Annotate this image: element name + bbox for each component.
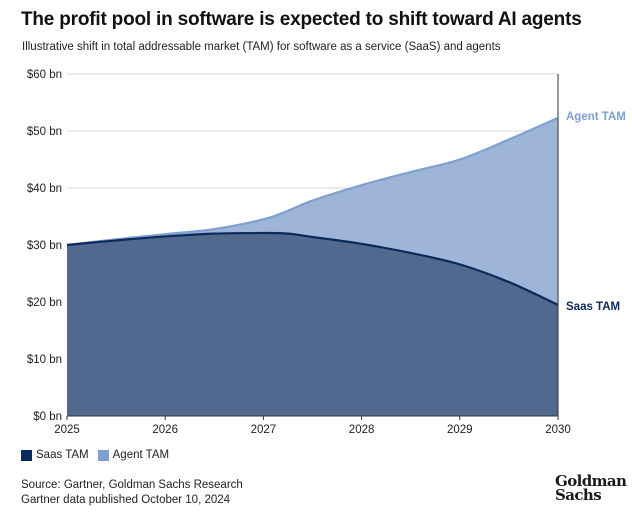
agent-tam-line bbox=[66, 116, 559, 247]
legend-label-saas: Saas TAM bbox=[36, 449, 89, 461]
x-tick-label: 2030 bbox=[545, 424, 571, 436]
y-tick-label: $60 bn bbox=[27, 69, 62, 81]
y-tick-label: $50 bn bbox=[27, 126, 62, 138]
x-tick-label: 2026 bbox=[152, 424, 178, 436]
saas-tam-end-label: Saas TAM bbox=[566, 301, 620, 313]
source-line-1: Source: Gartner, Goldman Sachs Research bbox=[21, 479, 243, 491]
y-tick-label: $10 bn bbox=[27, 354, 62, 366]
agent-tam-end-label: Agent TAM bbox=[566, 111, 626, 123]
legend-item-agent: Agent TAM bbox=[97, 449, 170, 461]
source-note: Source: Gartner, Goldman Sachs Research … bbox=[21, 478, 243, 507]
logo-line-2: Sachs bbox=[555, 486, 602, 504]
x-tick-label: 2027 bbox=[251, 424, 277, 436]
goldman-sachs-logo: Goldman Sachs bbox=[555, 472, 627, 504]
x-tick-label: 2029 bbox=[447, 424, 473, 436]
chart-title: The profit pool in software is expected … bbox=[21, 9, 582, 30]
chart-subtitle: Illustrative shift in total addressable … bbox=[22, 41, 501, 53]
legend-swatch-saas bbox=[21, 449, 32, 461]
chart-legend: Saas TAM Agent TAM bbox=[21, 449, 178, 461]
saas-tam-area bbox=[67, 233, 558, 416]
y-tick-label: $0 bn bbox=[33, 411, 62, 423]
source-line-2: Gartner data published October 10, 2024 bbox=[21, 493, 231, 506]
legend-item-saas: Saas TAM bbox=[21, 449, 89, 461]
y-tick-label: $30 bn bbox=[27, 240, 62, 252]
y-tick-label: $40 bn bbox=[27, 183, 62, 195]
legend-label-agent: Agent TAM bbox=[112, 449, 170, 461]
legend-swatch-agent bbox=[97, 449, 109, 461]
x-tick-label: 2028 bbox=[349, 424, 375, 436]
y-tick-label: $20 bn bbox=[27, 297, 62, 309]
logo-line-1: Goldman bbox=[555, 472, 627, 490]
saas-tam-line bbox=[66, 231, 559, 306]
x-tick-label: 2025 bbox=[54, 424, 80, 436]
